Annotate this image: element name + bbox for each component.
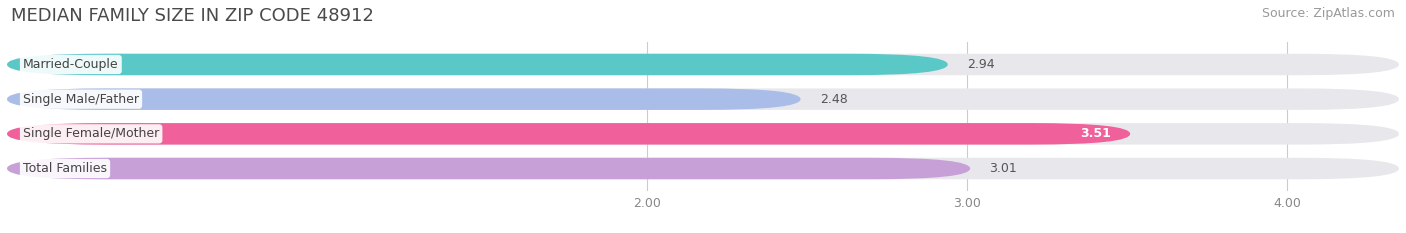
FancyBboxPatch shape: [7, 88, 800, 110]
FancyBboxPatch shape: [7, 54, 948, 75]
Text: 2.94: 2.94: [967, 58, 994, 71]
Text: 3.01: 3.01: [990, 162, 1017, 175]
Text: Married-Couple: Married-Couple: [22, 58, 118, 71]
Text: MEDIAN FAMILY SIZE IN ZIP CODE 48912: MEDIAN FAMILY SIZE IN ZIP CODE 48912: [11, 7, 374, 25]
FancyBboxPatch shape: [7, 123, 1130, 145]
Text: Source: ZipAtlas.com: Source: ZipAtlas.com: [1261, 7, 1395, 20]
FancyBboxPatch shape: [7, 123, 1399, 145]
Text: Total Families: Total Families: [22, 162, 107, 175]
FancyBboxPatch shape: [7, 88, 1399, 110]
FancyBboxPatch shape: [7, 158, 970, 179]
Text: Single Male/Father: Single Male/Father: [22, 93, 139, 106]
FancyBboxPatch shape: [7, 158, 1399, 179]
Text: 3.51: 3.51: [1080, 127, 1111, 140]
FancyBboxPatch shape: [7, 54, 1399, 75]
Text: 2.48: 2.48: [820, 93, 848, 106]
Text: Single Female/Mother: Single Female/Mother: [22, 127, 159, 140]
